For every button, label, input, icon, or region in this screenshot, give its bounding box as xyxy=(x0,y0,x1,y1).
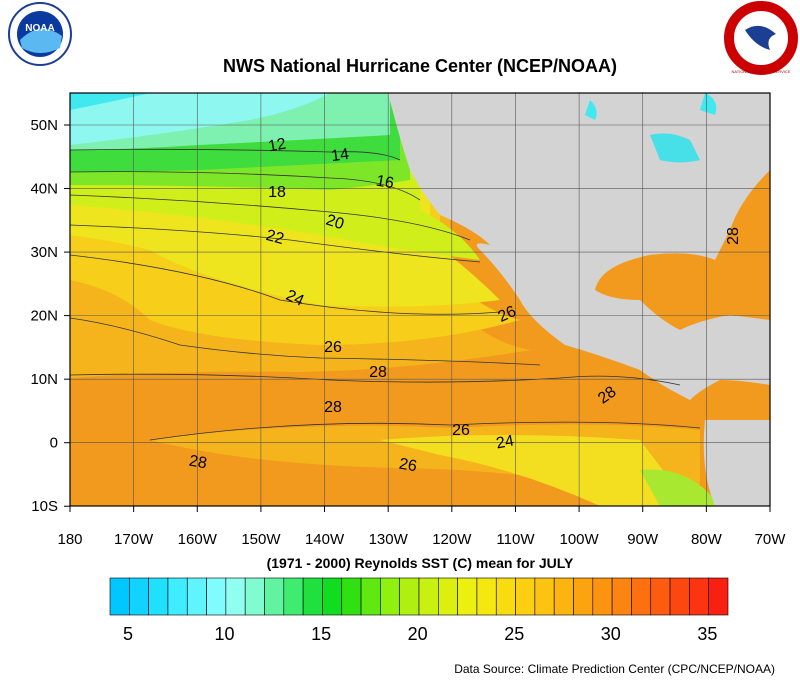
contour-label: 28 xyxy=(324,399,342,416)
sst-map xyxy=(70,93,770,506)
lat-label: 10S xyxy=(31,498,58,515)
colorbar-cell xyxy=(592,577,613,616)
lat-label: 0 xyxy=(50,435,58,452)
contour-label: 18 xyxy=(268,184,286,201)
colorbar: 5 10 15 20 25 30 35 xyxy=(109,577,729,644)
colorbar-cell xyxy=(148,577,169,616)
colorbar-cell xyxy=(534,577,555,616)
lon-label: 170W xyxy=(114,531,154,548)
colorbar-label: 10 xyxy=(215,624,235,644)
noaa-logo: NOAA xyxy=(8,2,72,66)
colorbar-cell xyxy=(399,577,420,616)
colorbar-cell xyxy=(438,577,458,616)
lon-label: 100W xyxy=(559,531,599,548)
title: NWS National Hurricane Center (NCEP/NOAA… xyxy=(223,56,617,76)
colorbar-cell xyxy=(515,577,536,616)
lon-label: 150W xyxy=(241,531,281,548)
nws-logo-text: NATIONAL WEATHER SERVICE xyxy=(732,69,791,74)
colorbar-cell xyxy=(186,577,207,616)
contour-label: 28 xyxy=(369,364,387,381)
colorbar-cell xyxy=(264,577,285,616)
contour-label: 26 xyxy=(398,456,419,476)
colorbar-label: 30 xyxy=(601,624,621,644)
lat-label: 50N xyxy=(30,117,58,134)
colorbar-cell xyxy=(708,577,729,616)
contour-label: 26 xyxy=(324,339,342,356)
lon-label: 110W xyxy=(496,531,535,548)
noaa-logo-text: NOAA xyxy=(25,23,54,34)
colorbar-cell xyxy=(167,577,188,616)
colorbar-cell xyxy=(302,577,323,616)
colorbar-cell xyxy=(244,577,265,616)
colorbar-cell xyxy=(341,577,362,616)
map-frame xyxy=(69,92,771,507)
colorbar-cell xyxy=(689,577,709,616)
contour-label: 24 xyxy=(495,433,516,453)
colorbar-label: 25 xyxy=(504,624,524,644)
colorbar-label: 20 xyxy=(408,624,428,644)
colorbar-cell xyxy=(457,577,478,616)
colorbar-cell xyxy=(573,577,594,616)
lon-label: 80W xyxy=(691,531,723,548)
colorbar-cell xyxy=(669,577,690,616)
contour-label: 14 xyxy=(330,146,350,165)
colorbar-label: 35 xyxy=(697,624,717,644)
lon-label: 120W xyxy=(432,531,472,548)
contour-label: 28 xyxy=(188,453,209,473)
contour-label: 24 xyxy=(283,287,306,310)
colorbar-cell xyxy=(611,577,632,616)
subtitle: (1971 - 2000) Reynolds SST (C) mean for … xyxy=(267,555,574,571)
contour-label: 16 xyxy=(375,173,396,193)
lon-label: 160W xyxy=(178,531,218,548)
data-source: Data Source: Climate Prediction Center (… xyxy=(454,662,775,676)
colorbar-cell xyxy=(380,577,400,616)
lat-label: 40N xyxy=(30,181,58,198)
colorbar-cell xyxy=(360,577,381,616)
colorbar-cell xyxy=(322,577,343,616)
lon-label: 90W xyxy=(627,531,659,548)
lat-label: 10N xyxy=(30,371,58,388)
colorbar-cell xyxy=(631,577,652,616)
colorbar-cell xyxy=(476,577,497,616)
colorbar-cell xyxy=(553,577,574,616)
colorbar-cell xyxy=(109,577,130,616)
colorbar-cell xyxy=(206,577,227,616)
lon-label: 130W xyxy=(369,531,409,548)
contour-label: 26 xyxy=(496,303,519,326)
colorbar-cell xyxy=(650,577,671,616)
lat-label: 30N xyxy=(30,244,58,261)
colorbar-cell xyxy=(418,577,439,616)
contour-label: 26 xyxy=(452,422,470,439)
contour-label: 20 xyxy=(324,212,346,234)
colorbar-label: 15 xyxy=(311,624,331,644)
colorbar-cell xyxy=(283,577,304,616)
colorbar-cell xyxy=(129,577,149,616)
lon-label: 70W xyxy=(755,531,787,548)
colorbar-cell xyxy=(225,577,246,616)
lon-label: 140W xyxy=(305,531,345,548)
colorbar-label: 5 xyxy=(123,624,133,644)
colorbar-cell xyxy=(495,577,516,616)
nws-logo: NATIONAL WEATHER SERVICE xyxy=(724,1,798,75)
contour-label: 22 xyxy=(264,227,286,248)
lat-label: 20N xyxy=(30,308,58,325)
contour-label: 28 xyxy=(725,227,742,245)
contour-label: 12 xyxy=(267,136,288,156)
lon-label: 180 xyxy=(57,531,82,548)
